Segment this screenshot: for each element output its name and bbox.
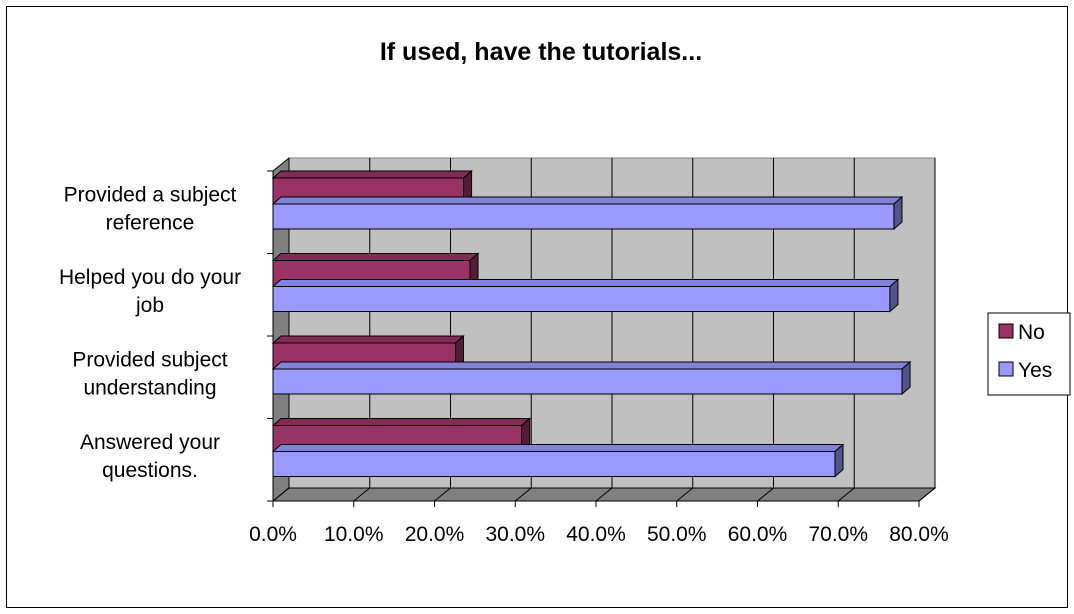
bar-yes-top [271,444,845,452]
category-label-line: Provided a subject [64,183,237,206]
chart-title: If used, have the tutorials... [380,38,702,66]
bar-yes-side [889,278,899,313]
category-label: Provided a subject reference [64,183,237,234]
category-label-line: job [135,294,164,317]
floor-gridline [353,487,371,502]
legend-label-no: No [1018,321,1045,344]
x-tick-label: 60.0% [728,523,788,546]
category-label-line: reference [106,211,195,234]
legend-swatch-no [998,323,1014,339]
x-tick-label: 40.0% [566,523,626,546]
category-label: Answered your questions. [80,431,220,482]
bar-no-top [271,170,473,179]
x-tick-label: 20.0% [405,523,465,546]
category-label-line: Answered your [80,431,220,454]
category-label: Helped you do your job [59,266,241,317]
category-label-line: Helped you do your [59,266,241,289]
legend-label-yes: Yes [1018,359,1052,382]
x-tick-label: 10.0% [324,523,384,546]
bar-no-side [463,169,473,205]
bar-yes-top [271,196,904,205]
bar-yes-top [271,361,912,370]
category-label-line: Provided subject [72,348,227,371]
x-tick-label: 0.0% [249,523,297,546]
legend-swatch-yes [998,361,1014,377]
bar-no-top [271,335,465,344]
category-label-line: understanding [83,376,216,399]
floor-gridline [676,487,694,502]
floor-gridline [757,487,774,502]
x-tick-label: 70.0% [808,523,868,546]
bar-no-side [469,252,479,287]
bar-yes-top [271,279,900,287]
bar-yes-side [893,195,903,231]
category-label: Provided subject understanding [72,348,227,399]
bar-yes-side [901,360,911,396]
floor-gridline [434,487,451,502]
x-tick-label: 80.0% [889,523,949,546]
x-tick-label: 30.0% [485,523,545,546]
bar-no-side [521,417,531,452]
bar-yes [272,203,895,230]
floor-gridline [837,487,855,502]
bar-yes [272,286,891,312]
bar-yes [272,368,903,395]
bar-yes-side [834,443,844,478]
legend: No Yes [987,312,1071,396]
floor-gridline [595,487,613,502]
plot-area: 0.0% 10.0% 20.0% 30.0% 40.0% 50.0% 60.0% 70.0% 8… [59,156,949,546]
floor-gridline [918,487,936,502]
bar-no-top [271,418,532,426]
x-tick-label: 50.0% [647,523,707,546]
bar-no-side [454,334,464,370]
floor-gridline [272,487,290,502]
bar-yes [272,451,836,477]
category-label-line: questions. [102,459,198,482]
floor-gridline [514,487,532,502]
bar-no-top [271,253,480,261]
